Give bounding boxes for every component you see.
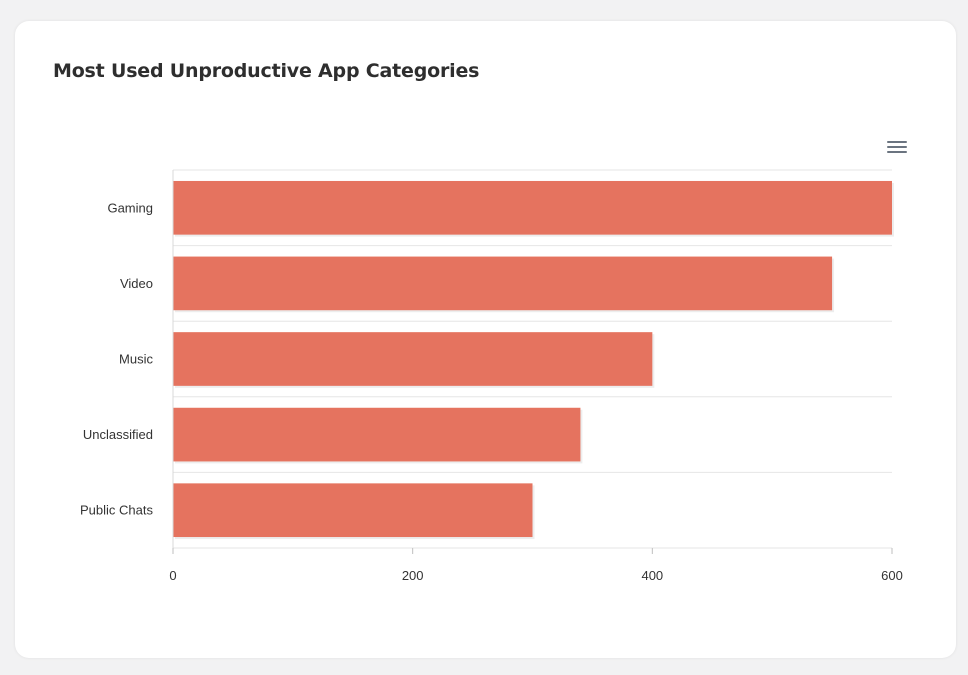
hamburger-menu-icon[interactable] [884, 136, 910, 158]
bar-music[interactable] [173, 332, 653, 386]
chart-title: Most Used Unproductive App Categories [53, 60, 480, 82]
category-label: Music [119, 352, 153, 367]
bar-video[interactable] [173, 256, 833, 311]
bar-unclassified[interactable] [173, 407, 581, 462]
x-tick-label: 400 [641, 568, 663, 583]
category-label: Unclassified [83, 427, 153, 442]
bar-public-chats[interactable] [173, 483, 533, 538]
bars [173, 180, 894, 540]
x-tick-label: 200 [402, 568, 424, 583]
x-tick-label: 0 [169, 568, 176, 583]
category-label: Gaming [107, 200, 153, 215]
bar-gaming[interactable] [173, 180, 892, 235]
gridlines [173, 169, 892, 549]
category-labels: Gaming Video Music Unclassified Public Chats [80, 200, 153, 517]
category-label: Public Chats [80, 503, 153, 518]
x-axis: 0 200 400 600 [169, 170, 903, 583]
category-label: Video [120, 276, 153, 291]
x-tick-label: 600 [881, 568, 903, 583]
